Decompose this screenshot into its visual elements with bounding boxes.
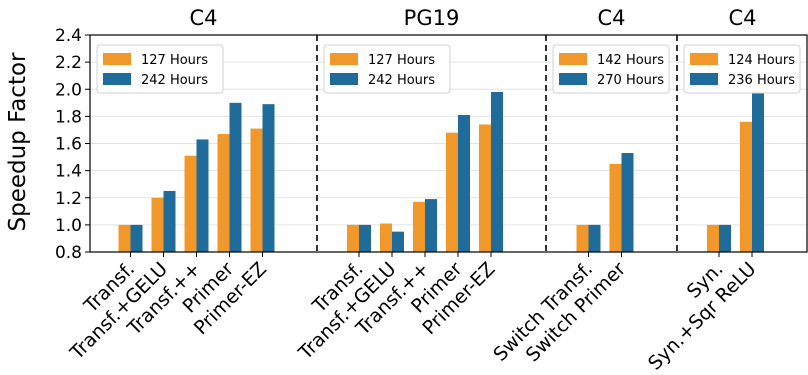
axes (85, 34, 808, 257)
y-tick-label: 1.2 (55, 189, 82, 209)
bar (479, 124, 491, 252)
bar (491, 91, 503, 253)
bar (196, 139, 209, 252)
panel-title: PG19 (404, 6, 460, 30)
legend-label: 242 Hours (141, 73, 208, 88)
bar (380, 223, 392, 252)
bar (446, 132, 458, 252)
legend-label: 127 Hours (368, 53, 435, 68)
legend-label: 127 Hours (141, 53, 208, 68)
legend-swatch (330, 73, 358, 85)
bar (229, 102, 242, 252)
bar (576, 224, 589, 252)
bar (347, 224, 359, 252)
y-axis-label: Speedup Factor (5, 52, 31, 232)
y-tick-label: 2.4 (55, 26, 82, 46)
bar (740, 121, 752, 252)
legend-label: 270 Hours (597, 73, 664, 88)
y-tick-label: 1.4 (55, 162, 82, 182)
y-tick-label: 0.8 (55, 243, 82, 263)
bar (151, 197, 164, 252)
bars (118, 91, 764, 253)
bar (250, 128, 263, 252)
y-tick-label: 2.2 (55, 53, 82, 73)
legend-label: 236 Hours (728, 73, 795, 88)
panel-title: C4 (728, 6, 756, 30)
bar (621, 152, 634, 252)
legend-swatch (559, 53, 587, 65)
y-tick-label: 1.8 (55, 107, 82, 127)
bar (130, 224, 143, 252)
plot-frame (89, 34, 808, 253)
legend-label: 124 Hours (728, 53, 795, 68)
bar (392, 231, 404, 252)
bar (163, 190, 176, 252)
legend-swatch (690, 73, 718, 85)
legend-swatch (690, 53, 718, 65)
legend-swatch (103, 73, 131, 85)
bar (458, 115, 470, 252)
legend-swatch (330, 53, 358, 65)
bar (184, 155, 197, 252)
legends: 127 Hours 242 Hours 127 Hours 242 Hours 142 … (96, 44, 801, 94)
y-tick-label: 1.6 (55, 135, 82, 155)
bar (118, 224, 131, 252)
y-tick-label: 1.0 (55, 216, 82, 236)
panel-title: C4 (189, 6, 217, 30)
y-tick-label: 2.0 (55, 80, 82, 100)
bar (262, 104, 275, 252)
panel-title: C4 (597, 6, 625, 30)
bar (719, 224, 731, 252)
bar (609, 163, 622, 252)
legend-swatch (559, 73, 587, 85)
bar (588, 224, 601, 252)
legend-label: 142 Hours (597, 53, 664, 68)
legend-swatch (103, 53, 131, 65)
bar (413, 201, 425, 252)
legend-label: 242 Hours (368, 73, 435, 88)
bar (707, 224, 719, 252)
bar (752, 93, 764, 252)
bar (217, 134, 230, 252)
bar (425, 199, 437, 252)
bar (359, 224, 371, 252)
